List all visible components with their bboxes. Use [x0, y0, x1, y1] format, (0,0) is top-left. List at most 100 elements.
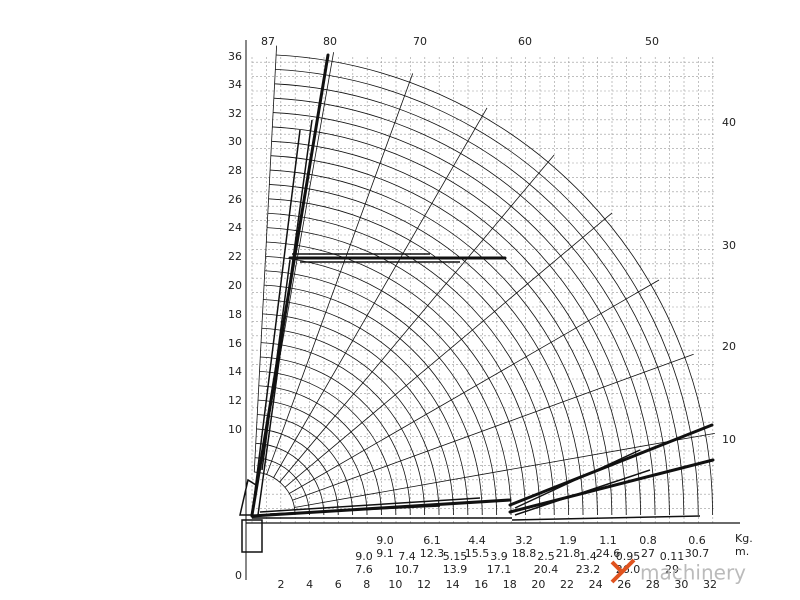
load-kg: 0.11 — [660, 550, 685, 563]
arc — [257, 414, 353, 516]
radius-label: 12 — [417, 578, 431, 591]
arc — [273, 97, 670, 516]
arc — [264, 284, 483, 516]
load-m: 15.5 — [465, 547, 490, 560]
load-m: 29 — [665, 563, 679, 576]
load-kg: 2.5 — [537, 550, 555, 563]
arc — [256, 428, 339, 516]
angle-label-top: 87 — [261, 35, 275, 48]
arc — [261, 342, 425, 516]
height-label: 24 — [228, 221, 242, 234]
arc — [255, 442, 325, 516]
load-m: 23.2 — [576, 563, 601, 576]
watermark-logo — [610, 558, 636, 584]
arc — [274, 83, 685, 516]
radius-label: 28 — [646, 578, 660, 591]
radius-label: 32 — [703, 578, 717, 591]
height-label: 0 — [235, 569, 242, 582]
arc — [257, 399, 368, 516]
load-kg: 0.8 — [639, 534, 657, 547]
radius-label: 18 — [503, 578, 517, 591]
arc — [262, 313, 454, 516]
height-label: 34 — [228, 78, 242, 91]
arc — [258, 385, 382, 516]
radius-label: 20 — [531, 578, 545, 591]
height-label: 22 — [228, 250, 242, 263]
radius-label: 2 — [278, 578, 285, 591]
load-m: 13.9 — [443, 563, 468, 576]
load-kg: 0.6 — [688, 534, 706, 547]
radius-label: 14 — [446, 578, 460, 591]
load-kg: 6.1 — [423, 534, 441, 547]
load-m: 30.7 — [685, 547, 710, 560]
height-label: 32 — [228, 107, 242, 120]
angle-line — [289, 279, 660, 494]
grid — [251, 57, 716, 524]
radius-label: 30 — [674, 578, 688, 591]
angle-line — [253, 45, 277, 473]
arc — [264, 270, 497, 516]
height-label: 26 — [228, 193, 242, 206]
height-label: 18 — [228, 308, 242, 321]
angle-line — [294, 432, 715, 508]
load-kg: 3.2 — [515, 534, 533, 547]
load-m: 18.8 — [512, 547, 537, 560]
angle-line — [284, 212, 613, 488]
height-label: 20 — [228, 279, 242, 292]
jib-sections-2 — [511, 449, 701, 521]
load-kg: 9.0 — [376, 534, 394, 547]
load-kg: 3.9 — [490, 550, 508, 563]
unit-kg: Kg. — [735, 532, 753, 545]
arc — [260, 356, 411, 516]
load-m: 12.3 — [420, 547, 445, 560]
arc — [270, 155, 613, 516]
arc — [270, 169, 598, 516]
height-label: 14 — [228, 365, 242, 378]
load-kg: 9.0 — [355, 550, 373, 563]
arc — [268, 198, 569, 516]
load-m: 17.1 — [487, 563, 512, 576]
load-kg: 0.95 — [616, 550, 641, 563]
crane-base — [239, 478, 263, 553]
boom-sections — [251, 119, 313, 516]
crane — [239, 53, 715, 553]
radius-label: 24 — [589, 578, 603, 591]
load-kg: 1.4 — [579, 550, 597, 563]
load-kg: 7.4 — [398, 550, 416, 563]
angle-line — [266, 73, 414, 475]
arc — [272, 126, 641, 516]
height-label: 16 — [228, 337, 242, 350]
arc — [263, 299, 469, 516]
radius-label: 6 — [335, 578, 342, 591]
jib-sections — [292, 253, 460, 263]
angle-label-top: 70 — [413, 35, 427, 48]
radius-label: 16 — [474, 578, 488, 591]
angle-label-top: 60 — [518, 35, 532, 48]
radius-label: 26 — [617, 578, 631, 591]
radius-label: 8 — [363, 578, 370, 591]
radius-label: 4 — [306, 578, 313, 591]
arc — [267, 212, 555, 516]
height-label: 12 — [228, 394, 242, 407]
load-m: 21.8 — [556, 547, 581, 560]
angle-line — [292, 353, 694, 501]
load-kg: 4.4 — [468, 534, 486, 547]
arc — [269, 184, 584, 516]
lower-sections — [252, 497, 512, 519]
height-label: 30 — [228, 135, 242, 148]
angle-label-top: 80 — [323, 35, 337, 48]
arc — [254, 471, 296, 516]
load-kg: 1.9 — [559, 534, 577, 547]
unit-m: m. — [735, 545, 749, 558]
angle-label-right: 40 — [722, 116, 736, 129]
arc — [266, 241, 526, 516]
load-m: 7.6 — [355, 563, 373, 576]
load-m: 10.7 — [395, 563, 420, 576]
arc — [259, 370, 397, 516]
watermark: machinery — [640, 561, 746, 585]
load-m: 20.4 — [534, 563, 559, 576]
load-m: 24.6 — [596, 547, 621, 560]
angle-label-right: 30 — [722, 239, 736, 252]
